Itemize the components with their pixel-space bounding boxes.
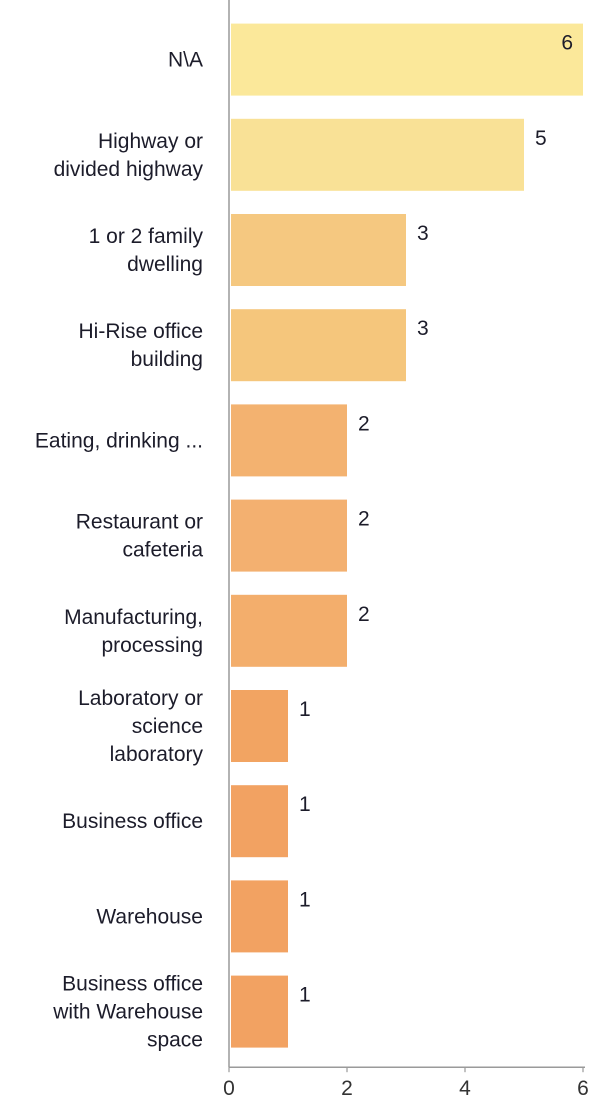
bar [231,975,288,1048]
category-label: Hi-Rise office building [79,320,203,371]
value-label: 6 [561,32,573,55]
category-label: Business office with Warehouse space [52,973,203,1052]
category-label-line: Manufacturing, [64,606,203,629]
category-labels: N\A Highway or divided highway 1 or 2 famil… [35,49,204,1052]
value-label: 2 [358,412,370,435]
value-label: 1 [299,698,311,721]
category-label-line: Hi-Rise office [79,320,203,343]
category-label: Laboratory or science laboratory [78,687,203,766]
value-label: 1 [299,793,311,816]
bar [231,404,347,477]
value-label: 2 [358,603,370,626]
bar [231,118,524,191]
bar [231,880,288,953]
bar [231,690,288,762]
category-label-line: science [132,715,203,738]
category-label-line: processing [101,634,203,657]
bar [231,785,288,858]
category-label-line: building [131,348,203,371]
category-label-line: dwelling [127,253,203,276]
bar [231,23,583,96]
category-label-line: N\A [168,49,203,72]
x-tick-label: 0 [223,1077,235,1100]
bar [231,309,406,382]
category-label: Eating, drinking ... [35,429,203,452]
value-label: 3 [417,222,429,245]
category-label-line: space [147,1029,203,1052]
category-label-line: cafeteria [122,539,203,562]
category-label-line: laboratory [110,743,204,766]
category-label: Manufacturing, processing [64,606,203,657]
value-label: 5 [535,127,547,150]
category-label-line: divided highway [54,158,204,181]
category-label-line: Laboratory or [78,687,203,710]
category-label: Business office [62,810,203,833]
category-label: N\A [168,49,203,72]
bar [231,594,347,667]
category-label: Restaurant or cafeteria [76,511,204,562]
category-label-line: Warehouse [96,905,203,928]
category-label-line: with Warehouse [52,1001,203,1024]
category-label-line: Highway or [98,130,203,153]
bar [231,499,347,572]
category-label-line: Business office [62,973,203,996]
x-tick-label: 2 [341,1077,353,1100]
axes: 0 2 4 6 [223,0,589,1100]
value-label: 2 [358,508,370,531]
category-label-line: Eating, drinking ... [35,429,203,452]
category-label: Highway or divided highway [54,130,204,181]
x-tick-label: 4 [459,1077,471,1100]
value-label: 1 [299,888,311,911]
value-label: 1 [299,984,311,1007]
category-label-line: 1 or 2 family [89,225,204,248]
x-tick-label: 6 [577,1077,589,1100]
bar [231,214,406,286]
category-label: Warehouse [96,905,203,928]
value-labels: 6 5 3 3 2 2 2 1 1 1 1 [299,32,573,1007]
value-label: 3 [417,317,429,340]
category-label-line: Restaurant or [76,511,203,534]
category-label-line: Business office [62,810,203,833]
category-label: 1 or 2 family dwelling [89,225,204,276]
bars-layer [231,23,583,1048]
